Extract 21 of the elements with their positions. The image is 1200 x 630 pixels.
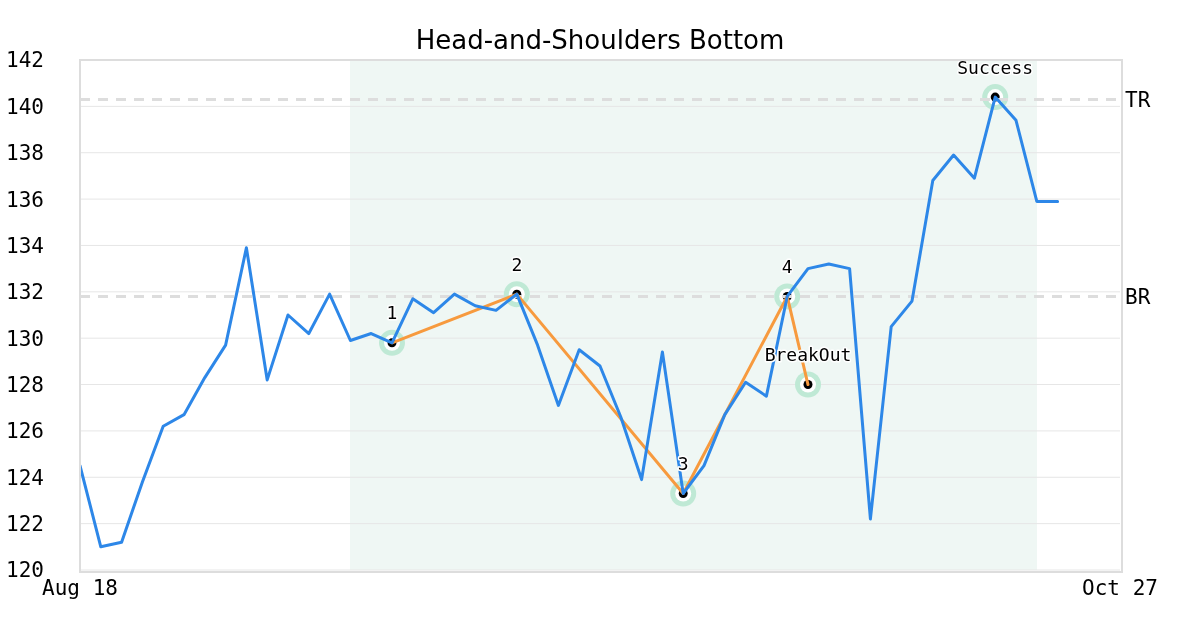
y-tick-label: 142	[6, 48, 44, 73]
ref-line-label: TR	[1125, 87, 1151, 112]
annotation: 2	[511, 253, 523, 275]
y-tick-label: 124	[6, 465, 44, 490]
annotation: 4	[781, 255, 793, 277]
y-tick-label: 126	[6, 419, 44, 444]
x-tick-label: Aug 18	[42, 575, 118, 600]
y-tick-label: 138	[6, 141, 44, 166]
y-tick-label: 130	[6, 326, 44, 351]
y-tick-label: 134	[6, 233, 44, 258]
y-tick-label: 136	[6, 187, 44, 212]
y-tick-label: 132	[6, 280, 44, 305]
x-tick-label: Oct 27	[1082, 575, 1158, 600]
y-tick-label: 128	[6, 373, 44, 397]
annotation: Success	[957, 56, 1034, 78]
y-tick-label: 120	[6, 558, 44, 583]
annotation: 1	[386, 302, 398, 324]
y-tick-label: 122	[6, 512, 44, 537]
chart-title: Head-and-Shoulders Bottom	[415, 25, 785, 55]
ref-line-label: BR	[1125, 284, 1151, 309]
y-tick-label: 140	[6, 94, 44, 119]
